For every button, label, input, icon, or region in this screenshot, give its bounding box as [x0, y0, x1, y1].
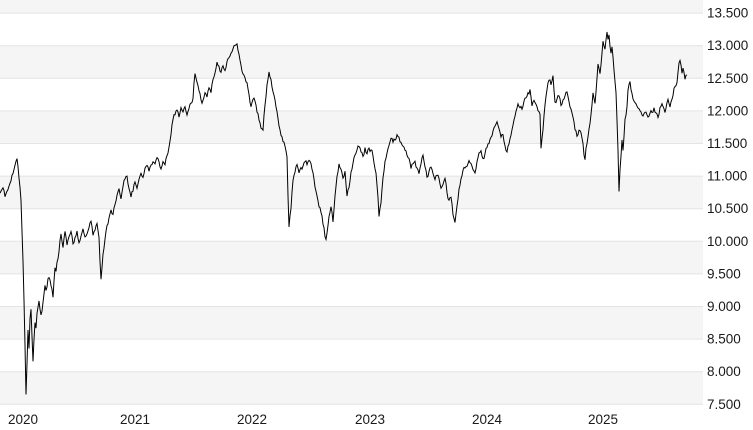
y-axis-tick-label: 8.500	[707, 332, 741, 347]
zebra-band	[0, 176, 703, 209]
zebra-band	[0, 110, 703, 144]
price-line	[0, 31, 688, 395]
y-axis-tick-label: 9.500	[707, 266, 741, 281]
y-axis-tick-label: 12.000	[707, 103, 748, 118]
y-axis-tick-label: 7.500	[707, 397, 741, 412]
y-axis-tick-label: 10.000	[707, 234, 748, 249]
y-axis-tick-label: 13.500	[707, 6, 748, 21]
y-axis-tick-label: 9.000	[707, 299, 741, 314]
y-axis-tick-label: 11.000	[707, 169, 747, 184]
y-axis-tick-label: 10.500	[707, 201, 748, 216]
y-axis-tick-label: 13.000	[707, 38, 748, 53]
x-axis-year-label: 2020	[8, 412, 38, 427]
zebra-band	[0, 371, 703, 405]
x-axis-year-label: 2021	[120, 412, 150, 427]
x-axis-year-label: 2023	[355, 412, 385, 427]
zebra-band	[0, 241, 703, 274]
zebra-band	[0, 45, 703, 79]
y-axis-tick-label: 11.500	[707, 136, 747, 151]
x-axis-year-label: 2024	[472, 412, 503, 427]
zebra-band	[0, 0, 703, 14]
y-axis-tick-label: 12.500	[707, 71, 748, 86]
zebra-band	[0, 306, 703, 340]
x-axis-year-label: 2025	[588, 412, 618, 427]
x-axis-year-label: 2022	[237, 412, 267, 427]
y-axis-tick-label: 8.000	[707, 364, 741, 379]
